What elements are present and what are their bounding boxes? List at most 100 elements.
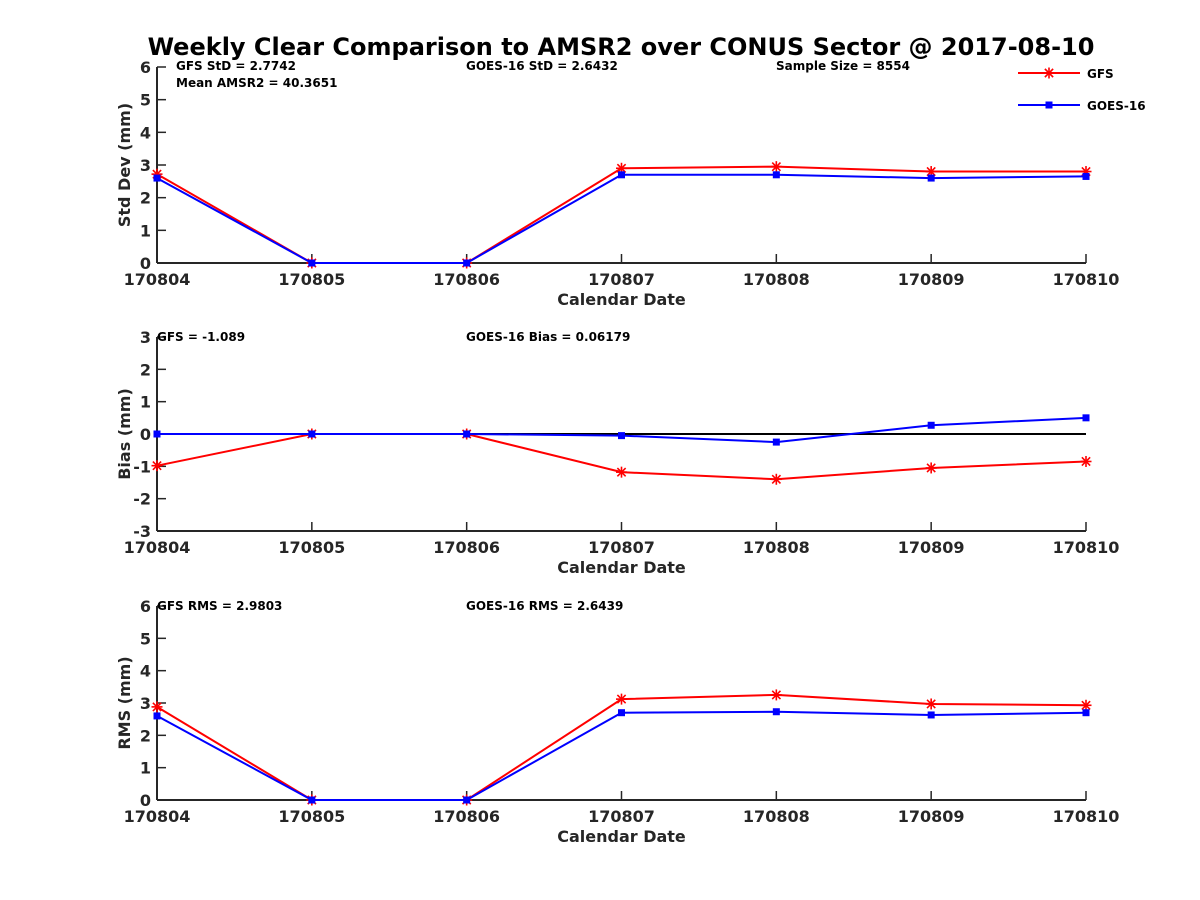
data-point	[1080, 455, 1092, 467]
data-point	[1082, 172, 1090, 180]
stat-annotation: GOES-16 Bias = 0.06179	[466, 330, 630, 344]
stat-annotation: Sample Size = 8554	[776, 59, 910, 73]
stat-annotation: GFS = -1.089	[157, 330, 245, 344]
x-tick-label: 170810	[1053, 538, 1120, 557]
stat-annotation: GFS StD = 2.7742	[176, 59, 296, 73]
y-tick-label: 3	[140, 156, 151, 175]
data-point	[151, 460, 163, 472]
x-tick-label: 170805	[278, 538, 345, 557]
x-tick-label: 170808	[743, 538, 810, 557]
y-tick-label: 5	[140, 629, 151, 648]
data-point	[1082, 414, 1090, 422]
x-tick-label: 170804	[124, 807, 191, 826]
data-point	[925, 462, 937, 474]
series-goes-16	[153, 171, 1090, 267]
stat-annotation: GFS RMS = 2.9803	[157, 599, 282, 613]
data-point	[463, 430, 471, 438]
x-tick-label: 170809	[898, 270, 965, 289]
y-tick-label: 4	[140, 662, 151, 681]
data-point	[770, 473, 782, 485]
stat-annotation: Mean AMSR2 = 40.3651	[176, 76, 337, 90]
x-tick-label: 170810	[1053, 270, 1120, 289]
data-point	[308, 259, 316, 267]
series-line	[156, 173, 1087, 264]
y-tick-label: 4	[140, 123, 151, 142]
data-point	[618, 709, 625, 717]
y-tick-label: 6	[140, 58, 151, 77]
data-point	[153, 712, 161, 720]
y-tick-label: 3	[140, 328, 151, 347]
x-tick-label: 170805	[278, 270, 345, 289]
y-tick-label: -1	[133, 457, 151, 476]
x-tick-label: 170808	[743, 807, 810, 826]
y-tick-label: 0	[140, 254, 151, 273]
legend-entry-goes-16: GOES-16	[1018, 99, 1146, 113]
stat-annotation: GOES-16 RMS = 2.6439	[466, 599, 623, 613]
data-point	[618, 432, 625, 440]
data-point	[616, 162, 627, 174]
x-axis-label: Calendar Date	[557, 290, 686, 309]
y-axis-label: Bias (mm)	[115, 388, 134, 480]
y-tick-label: 2	[140, 360, 151, 379]
series-line	[156, 710, 1087, 801]
data-point	[308, 796, 316, 804]
x-axis-label: Calendar Date	[557, 558, 686, 577]
x-tick-label: 170807	[588, 538, 655, 557]
x-tick-label: 170806	[433, 270, 500, 289]
panels: 0 1 2 3 4 5 6 170804 170805 170806 170807 170808 170…	[115, 58, 1119, 846]
data-point	[1082, 709, 1090, 717]
data-point	[770, 689, 782, 701]
y-tick-label: 0	[140, 425, 151, 444]
x-tick-label: 170806	[433, 807, 500, 826]
x-tick-label: 170807	[588, 270, 655, 289]
legend-label: GFS	[1087, 67, 1114, 81]
x-tick-label: 170807	[588, 807, 655, 826]
x-tick-label: 170809	[898, 807, 965, 826]
y-tick-label: 0	[140, 791, 151, 810]
legend-marker	[1045, 101, 1053, 109]
series-line	[156, 165, 1086, 264]
panel-2: -3 -2 -1 0 1 2 3 170804 170805 170806 170807 170808…	[115, 328, 1119, 577]
y-tick-label: 3	[140, 694, 151, 713]
x-tick-label: 170808	[743, 270, 810, 289]
x-axis-label: Calendar Date	[557, 827, 686, 846]
data-point	[772, 438, 780, 446]
panel-3: 0 1 2 3 4 5 6 170804 170805 170806 170807 170808 170…	[115, 597, 1119, 846]
x-tick-label: 170806	[433, 538, 500, 557]
y-tick-label: 2	[140, 726, 151, 745]
y-axis-label: RMS (mm)	[115, 656, 134, 749]
data-point	[616, 693, 627, 705]
y-tick-label: 1	[140, 221, 151, 240]
legend-label: GOES-16	[1087, 99, 1146, 113]
y-tick-label: -3	[133, 522, 151, 541]
data-point	[153, 174, 161, 182]
legend-entry-gfs: GFS	[1018, 67, 1114, 81]
data-point	[1080, 699, 1092, 711]
legend-marker	[1043, 67, 1055, 79]
data-point	[772, 171, 780, 179]
data-point	[927, 174, 935, 182]
data-point	[618, 171, 625, 179]
data-point	[463, 796, 471, 804]
data-point	[770, 161, 782, 173]
y-tick-label: 5	[140, 91, 151, 110]
data-point	[616, 466, 627, 478]
y-tick-label: 2	[140, 189, 151, 208]
data-point	[153, 430, 161, 438]
y-tick-label: -2	[133, 490, 151, 509]
stat-annotation: GOES-16 StD = 2.6432	[466, 59, 618, 73]
data-point	[772, 708, 780, 716]
x-tick-label: 170804	[124, 538, 191, 557]
y-tick-label: 6	[140, 597, 151, 616]
x-tick-label: 170805	[278, 807, 345, 826]
x-tick-label: 170810	[1053, 807, 1120, 826]
x-tick-label: 170809	[898, 538, 965, 557]
legend: GFS GOES-16	[1018, 67, 1146, 113]
data-point	[308, 430, 316, 438]
series-goes-16	[153, 708, 1090, 804]
panel-1: 0 1 2 3 4 5 6 170804 170805 170806 170807 170808 170…	[115, 58, 1119, 309]
y-tick-label: 1	[140, 759, 151, 778]
chart-title: Weekly Clear Comparison to AMSR2 over CO…	[148, 33, 1095, 61]
data-point	[927, 421, 935, 429]
